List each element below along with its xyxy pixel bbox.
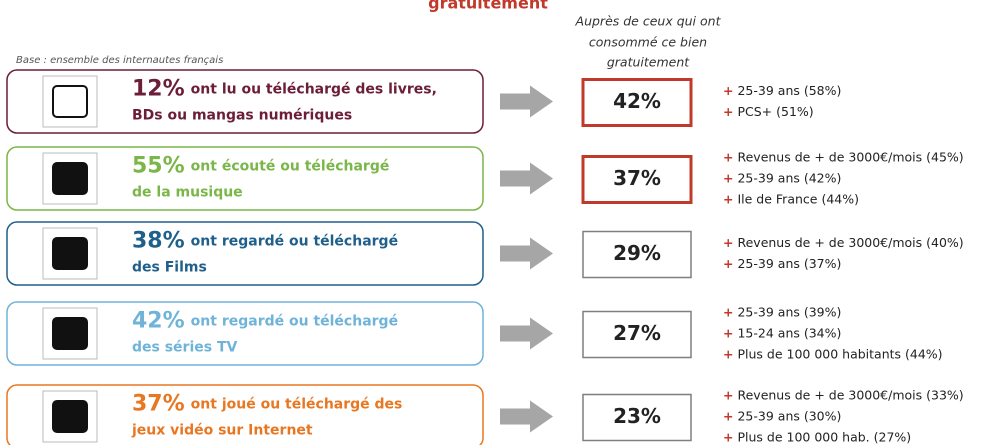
row-text: ont regardé ou téléchargé — [191, 234, 398, 250]
icon — [53, 238, 87, 269]
bullet: + — [723, 191, 733, 206]
icon — [53, 86, 87, 117]
row-pct: 55% — [132, 154, 185, 179]
row-text: ont joué ou téléchargé des — [191, 397, 403, 413]
detail-text: Plus de 100 000 hab. (27%) — [737, 429, 911, 444]
arrow — [500, 163, 553, 195]
arrow — [500, 86, 553, 118]
detail-text: PCS+ (51%) — [737, 104, 813, 119]
detail-text: 25-39 ans (39%) — [737, 304, 841, 319]
detail-text: 25-39 ans (37%) — [737, 256, 841, 271]
bullet: + — [723, 149, 733, 164]
bullet: + — [723, 325, 733, 340]
detail-text: Ile de France (44%) — [737, 191, 859, 206]
column-header: Auprès de ceux qui ont — [575, 14, 722, 29]
row-line2: jeux vidéo sur Internet — [131, 423, 313, 439]
icon — [53, 163, 87, 194]
arrow — [500, 238, 553, 270]
detail-text: 25-39 ans (42%) — [737, 170, 841, 185]
share-value: 27% — [613, 321, 661, 345]
column-header: gratuitement — [607, 55, 690, 70]
bullet: + — [723, 235, 733, 250]
detail-text: 25-39 ans (30%) — [737, 408, 841, 423]
detail: + Ile de France (44%) — [723, 191, 859, 206]
row-text: ont écouté ou téléchargé — [191, 159, 390, 175]
share-value: 29% — [613, 241, 661, 265]
bullet: + — [723, 346, 733, 361]
share-value: 23% — [613, 404, 661, 428]
detail: + Revenus de + de 3000€/mois (33%) — [723, 387, 964, 402]
icon — [53, 401, 87, 432]
detail: +25-39 ans (58%) — [723, 83, 841, 98]
infographic: gratuitement Base : ensemble des interna… — [0, 0, 997, 445]
row-text: ont lu ou téléchargé des livres, — [191, 82, 437, 98]
row-line2: BDs ou mangas numériques — [132, 108, 352, 124]
share-value: 37% — [613, 166, 661, 190]
detail-text: Revenus de + de 3000€/mois (33%) — [737, 387, 963, 402]
detail: + Revenus de + de 3000€/mois (45%) — [723, 149, 964, 164]
detail: +25-39 ans (30%) — [723, 408, 841, 423]
bullet: + — [723, 256, 733, 271]
detail: +25-39 ans (42%) — [723, 170, 841, 185]
detail-text: Plus de 100 000 habitants (44%) — [737, 346, 942, 361]
bullet: + — [723, 170, 733, 185]
arrow — [500, 401, 553, 433]
detail: + Plus de 100 000 habitants (44%) — [723, 346, 943, 361]
column-header: consommé ce bien — [589, 35, 707, 50]
detail-text: Revenus de + de 3000€/mois (40%) — [737, 235, 963, 250]
bullet: + — [723, 304, 733, 319]
row-text: ont regardé ou téléchargé — [191, 314, 398, 330]
bullet: + — [723, 408, 733, 423]
row-pct: 42% — [132, 309, 185, 334]
detail-text: 25-39 ans (58%) — [737, 83, 841, 98]
title: gratuitement — [428, 0, 548, 13]
detail: +15-24 ans (34%) — [723, 325, 841, 340]
bullet: + — [723, 83, 733, 98]
bullet: + — [723, 429, 733, 444]
detail: + Revenus de + de 3000€/mois (40%) — [723, 235, 964, 250]
bullet: + — [723, 387, 733, 402]
base-note: Base : ensemble des internautes français — [16, 55, 223, 66]
detail-text: Revenus de + de 3000€/mois (45%) — [737, 149, 963, 164]
row-pct: 12% — [132, 77, 185, 102]
detail: + Plus de 100 000 hab. (27%) — [723, 429, 911, 444]
row-pct: 37% — [132, 392, 185, 417]
row-line2: des Films — [132, 260, 207, 276]
arrow — [500, 318, 553, 350]
detail-text: 15-24 ans (34%) — [737, 325, 841, 340]
detail: +25-39 ans (37%) — [723, 256, 841, 271]
row-pct: 38% — [132, 229, 185, 254]
row-line2: de la musique — [132, 185, 243, 201]
icon — [53, 318, 87, 349]
share-value: 42% — [613, 89, 661, 113]
bullet: + — [723, 104, 733, 119]
detail: + PCS+ (51%) — [723, 104, 814, 119]
row-line2: des séries TV — [132, 340, 238, 356]
detail: +25-39 ans (39%) — [723, 304, 841, 319]
